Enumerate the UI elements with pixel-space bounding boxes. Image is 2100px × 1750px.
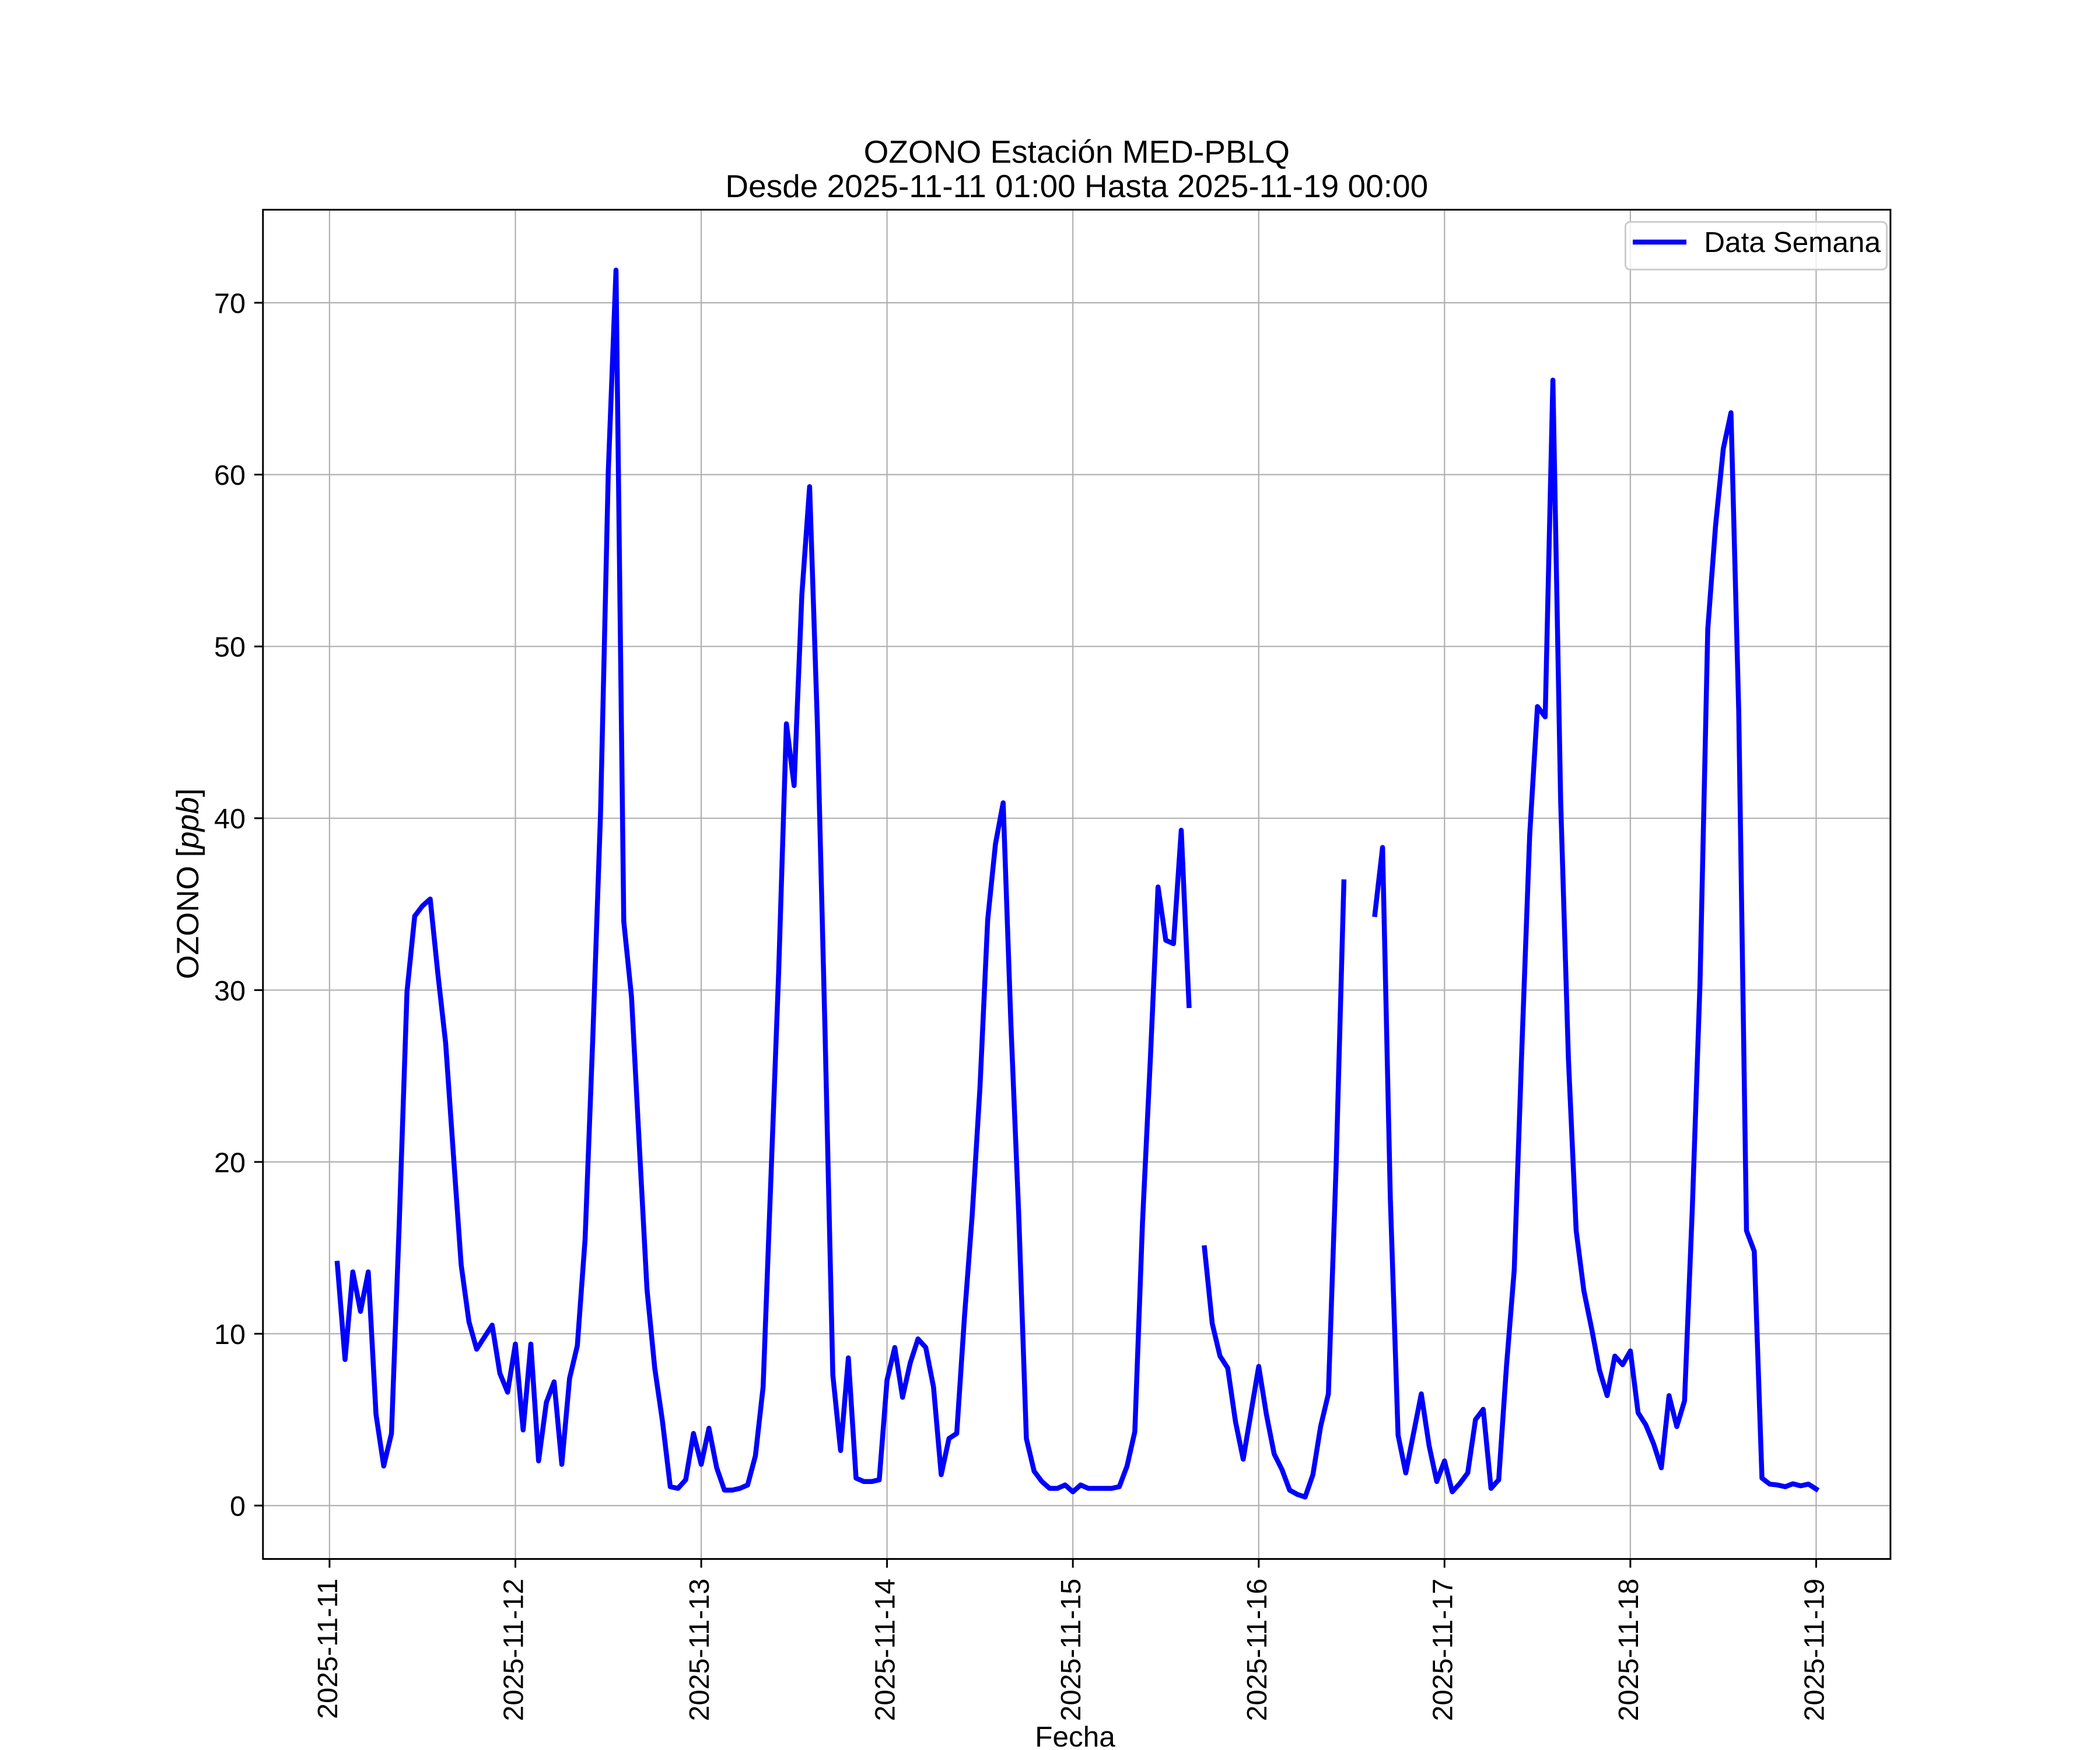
svg-text:Desde 2025-11-11 01:00 Hasta 2: Desde 2025-11-11 01:00 Hasta 2025-11-19 … [725, 168, 1428, 204]
svg-text:40: 40 [214, 803, 246, 835]
svg-text:2025-11-17: 2025-11-17 [1427, 1578, 1458, 1721]
svg-text:2025-11-16: 2025-11-16 [1241, 1578, 1273, 1721]
svg-text:Data Semana: Data Semana [1704, 226, 1881, 258]
svg-text:OZONO [ppb]: OZONO [ppb] [171, 789, 205, 979]
svg-text:2025-11-15: 2025-11-15 [1055, 1578, 1087, 1721]
svg-text:2025-11-19: 2025-11-19 [1798, 1578, 1830, 1721]
svg-text:10: 10 [214, 1319, 246, 1350]
svg-text:70: 70 [214, 288, 246, 320]
svg-text:2025-11-14: 2025-11-14 [870, 1578, 901, 1721]
svg-text:2025-11-18: 2025-11-18 [1613, 1578, 1644, 1721]
svg-text:20: 20 [214, 1147, 246, 1178]
svg-text:60: 60 [214, 460, 246, 491]
svg-text:2025-11-13: 2025-11-13 [684, 1578, 715, 1721]
svg-text:Fecha: Fecha [1035, 1721, 1115, 1750]
svg-text:0: 0 [230, 1491, 246, 1522]
svg-text:OZONO Estación MED-PBLQ: OZONO Estación MED-PBLQ [864, 134, 1290, 170]
svg-text:2025-11-11: 2025-11-11 [312, 1578, 344, 1719]
svg-text:30: 30 [214, 975, 246, 1007]
svg-text:2025-11-12: 2025-11-12 [498, 1578, 530, 1721]
svg-text:50: 50 [214, 632, 246, 663]
